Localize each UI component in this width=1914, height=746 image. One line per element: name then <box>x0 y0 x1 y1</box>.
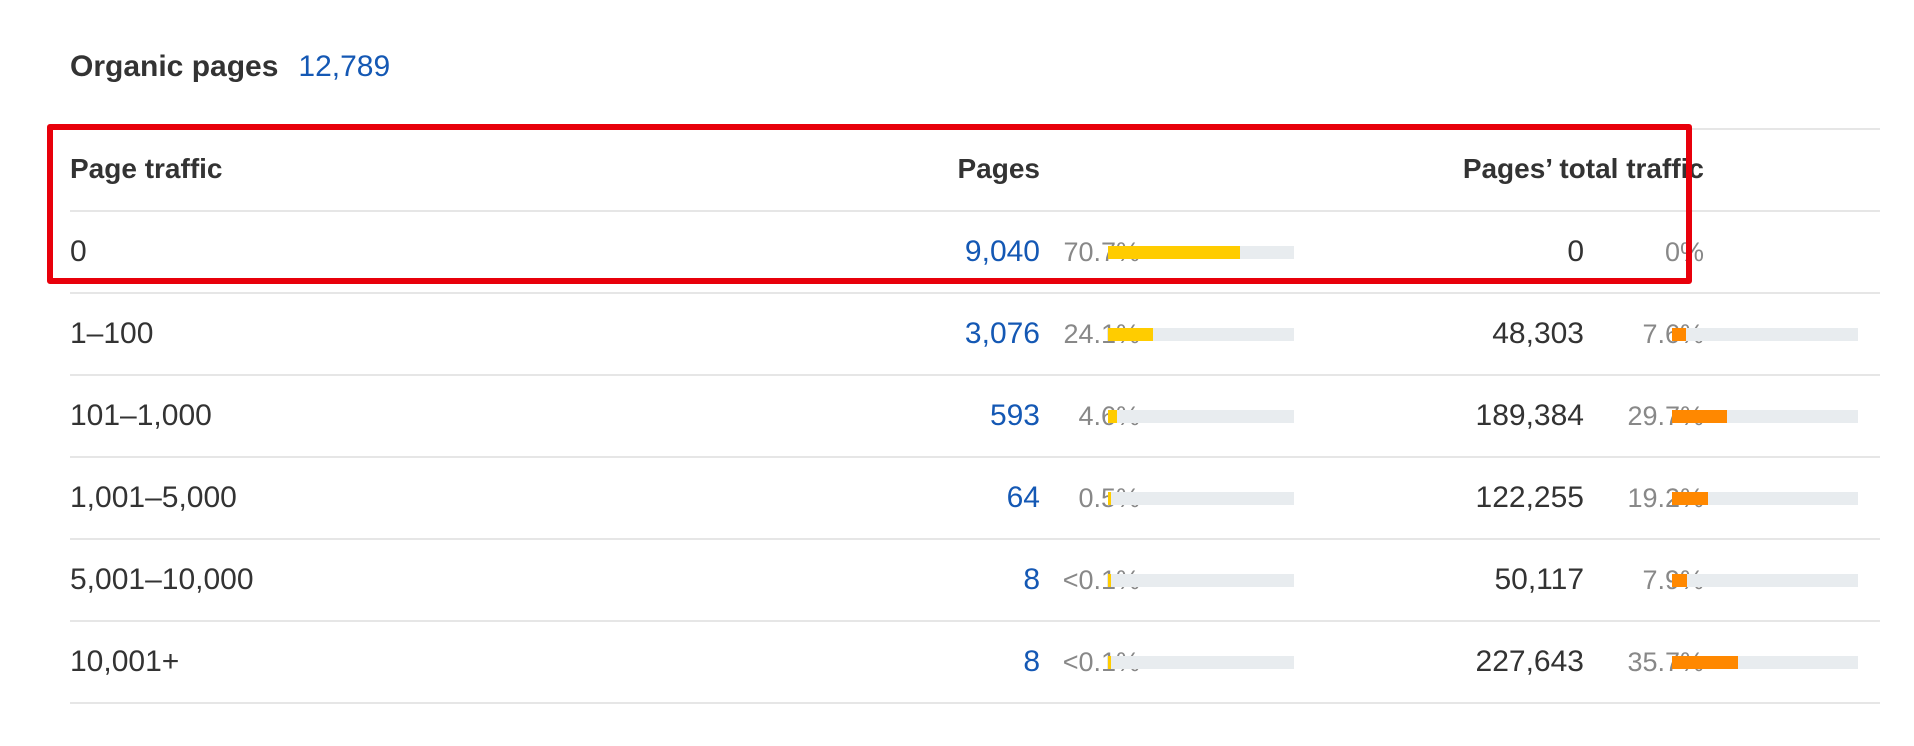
header-total-traffic: Pages’ total traffic <box>1462 153 1704 184</box>
traffic-share-bar <box>1672 656 1858 669</box>
pages-share-bar <box>1108 656 1294 669</box>
pages-share-bar-fill <box>1108 246 1240 259</box>
pages-share-bar-fill <box>1108 574 1111 587</box>
pages-share-bar <box>1108 246 1294 259</box>
table-row: 5,001–10,000 8 <0.1% 50,117 7.9% <box>70 539 1880 621</box>
page-traffic-range: 1–100 <box>70 317 154 350</box>
header-pages: Pages <box>957 153 1041 184</box>
table-divider <box>70 210 1880 212</box>
pages-count-link[interactable]: 593 <box>989 399 1040 432</box>
total-traffic-value: 122,255 <box>1475 481 1584 514</box>
table-row: 1–100 3,076 24.1% 48,303 7.6% <box>70 293 1880 375</box>
traffic-share-bar <box>1672 574 1858 587</box>
page-traffic-range: 10,001+ <box>70 645 180 678</box>
table-divider <box>70 702 1880 704</box>
pages-count-link[interactable]: 9,040 <box>964 235 1040 268</box>
pages-share-bar <box>1108 574 1294 587</box>
page-traffic-range: 0 <box>70 235 87 268</box>
total-traffic-value: 50,117 <box>1494 563 1584 596</box>
table-row: 10,001+ 8 <0.1% 227,643 35.7% <box>70 621 1880 703</box>
pages-count-link[interactable]: 8 <box>1023 563 1040 596</box>
section-title: Organic pages 12,789 <box>70 50 390 84</box>
table-row: 101–1,000 593 4.6% 189,384 29.7% <box>70 375 1880 457</box>
table-divider <box>70 292 1880 294</box>
pages-share-bar <box>1108 328 1294 341</box>
traffic-share-bar <box>1672 410 1858 423</box>
organic-pages-label: Organic pages <box>70 50 279 83</box>
pages-share-bar <box>1108 492 1294 505</box>
traffic-share-bar-fill <box>1672 656 1739 669</box>
pages-count-link[interactable]: 3,076 <box>964 317 1040 350</box>
traffic-share-bar-fill <box>1672 574 1687 587</box>
pages-share-bar-fill <box>1108 328 1153 341</box>
pages-count-link[interactable]: 64 <box>1006 481 1040 514</box>
pages-share-bar-fill <box>1108 492 1111 505</box>
traffic-percent: 0% <box>1664 236 1704 267</box>
traffic-share-bar <box>1672 492 1858 505</box>
pages-share-bar <box>1108 410 1294 423</box>
table-divider <box>70 456 1880 458</box>
pages-share-bar-fill <box>1108 410 1117 423</box>
page-traffic-range: 101–1,000 <box>70 399 212 432</box>
total-traffic-value: 227,643 <box>1475 645 1584 678</box>
table-row: 0 9,040 70.7% 0 0% <box>70 211 1880 293</box>
pages-count-link[interactable]: 8 <box>1023 645 1040 678</box>
traffic-share-bar-fill <box>1672 328 1687 341</box>
pages-share-bar-fill <box>1108 656 1111 669</box>
page-traffic-range: 5,001–10,000 <box>70 563 254 596</box>
total-traffic-value: 189,384 <box>1475 399 1584 432</box>
table-divider <box>70 620 1880 622</box>
total-traffic-value: 48,303 <box>1492 317 1584 350</box>
total-traffic-value: 0 <box>1567 235 1584 268</box>
table-divider <box>70 374 1880 376</box>
organic-pages-count-link[interactable]: 12,789 <box>298 50 391 83</box>
page-traffic-range: 1,001–5,000 <box>70 481 237 514</box>
table-divider <box>70 538 1880 540</box>
header-page-traffic: Page traffic <box>70 153 223 184</box>
traffic-share-bar-fill <box>1672 492 1708 505</box>
traffic-share-bar-fill <box>1672 410 1728 423</box>
table-row: 1,001–5,000 64 0.5% 122,255 19.2% <box>70 457 1880 539</box>
traffic-share-bar <box>1672 328 1858 341</box>
